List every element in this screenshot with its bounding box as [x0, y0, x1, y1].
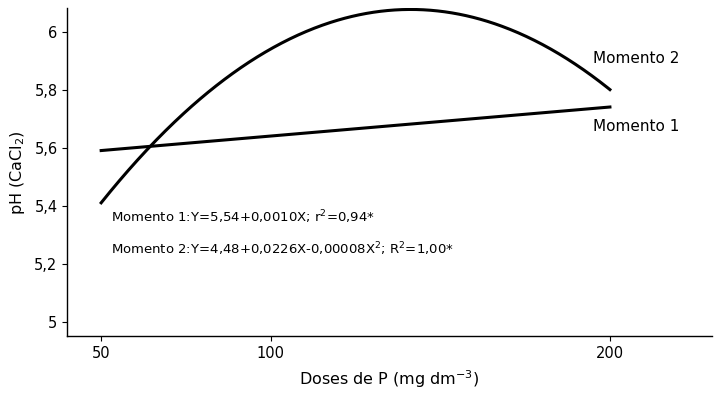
Text: Momento 1: Momento 1 — [593, 119, 680, 134]
Text: Momento 2: Momento 2 — [593, 51, 680, 66]
Text: Momento 2:Y=4,48+0,0226X-0,00008X$^2$; R$^2$=1,00*: Momento 2:Y=4,48+0,0226X-0,00008X$^2$; R… — [112, 240, 454, 258]
X-axis label: Doses de P (mg dm$^{-3}$): Doses de P (mg dm$^{-3}$) — [300, 368, 480, 390]
Y-axis label: pH (CaCl$_2$): pH (CaCl$_2$) — [9, 130, 27, 215]
Text: Momento 1:Y=5,54+0,0010X; r$^2$=0,94*: Momento 1:Y=5,54+0,0010X; r$^2$=0,94* — [112, 209, 375, 226]
